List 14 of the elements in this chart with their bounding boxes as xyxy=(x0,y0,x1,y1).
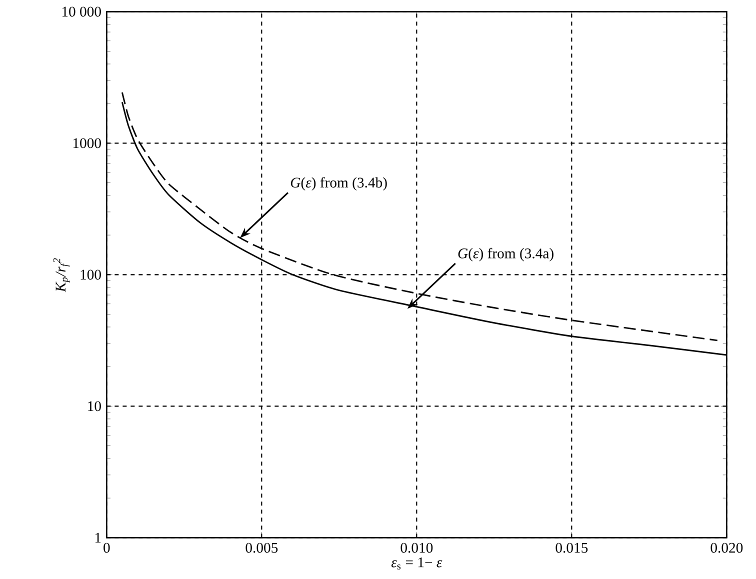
x-tick-label: 0 xyxy=(104,542,110,553)
x-tick-label: 0.015 xyxy=(556,542,588,553)
y-tick-label: 10 000 xyxy=(62,6,101,17)
x-tick-label: 0.020 xyxy=(710,542,743,553)
y-tick-label: 10 xyxy=(88,401,101,412)
annotation: G(ε) from (3.4a) xyxy=(458,248,554,262)
y-tick-label: 100 xyxy=(80,270,101,280)
x-tick-label: 0.005 xyxy=(246,542,278,553)
x-tick-label: 0.010 xyxy=(400,542,433,553)
y-tick-label: 1000 xyxy=(73,138,101,148)
x-axis-title: ε$_{s}$ = 1− ε xyxy=(391,557,442,570)
annotation: G(ε) from (3.4b) xyxy=(290,177,387,191)
y-tick-label: 1 xyxy=(95,532,101,543)
y-axis-title: K$_{p}$/r$_{f}$2 xyxy=(53,258,70,292)
